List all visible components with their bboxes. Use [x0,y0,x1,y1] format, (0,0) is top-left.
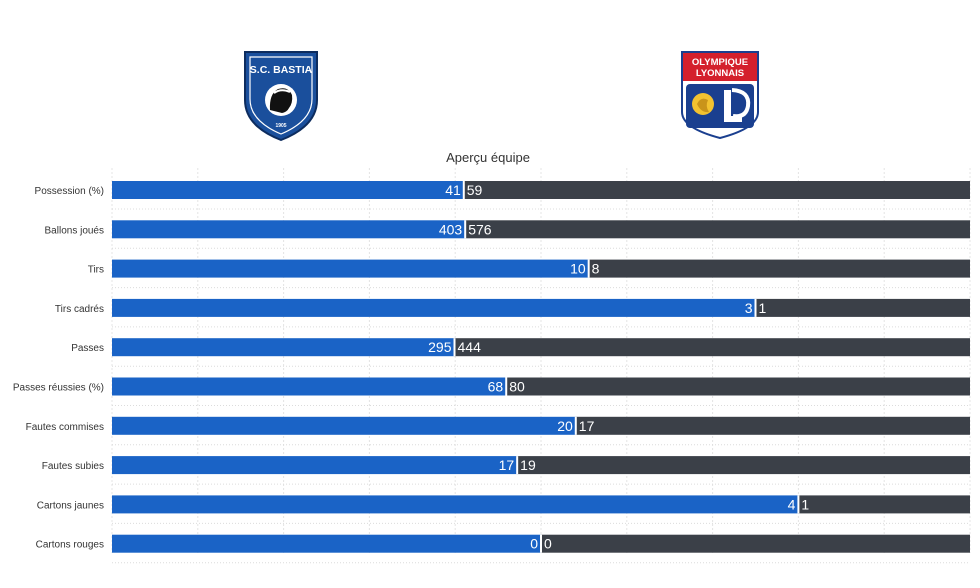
chart-title: Aperçu équipe [446,150,530,165]
value-label-away: 0 [544,536,552,552]
bar-home [112,220,466,239]
bar-home [112,298,756,317]
category-label: Tirs cadrés [55,304,104,315]
value-label-away: 444 [458,339,482,355]
bastia-crest-icon: S.C. BASTIA 1905 [244,51,318,142]
bar-home [112,181,464,199]
bar-away [465,220,970,239]
chart-bars [112,181,970,553]
value-label-home: 17 [499,457,515,473]
category-label: Cartons rouges [36,540,104,551]
bar-away [588,259,970,278]
category-label: Passes [71,343,104,354]
value-label-away: 576 [468,221,492,237]
bastia-crest-text: S.C. BASTIA [250,64,313,76]
value-label-home: 3 [745,300,753,316]
bar-away [755,298,970,317]
bastia-crest-year: 1905 [275,123,286,129]
value-label-away: 59 [467,182,483,198]
bar-home [112,377,507,396]
value-label-away: 80 [509,379,525,395]
category-label: Fautes commises [26,422,104,433]
category-label: Cartons jaunes [37,500,104,511]
category-label: Tirs [88,265,104,276]
category-label: Passes réussies (%) [13,383,104,394]
value-label-home: 10 [570,261,586,277]
bar-home [112,338,455,357]
bar-away [454,338,970,357]
value-label-away: 19 [520,457,536,473]
bar-away [798,495,970,514]
category-label: Possession (%) [35,186,104,197]
value-label-home: 295 [428,339,452,355]
bar-away [517,456,970,475]
bar-home [112,534,541,553]
category-label: Fautes subies [42,461,104,472]
value-label-home: 403 [439,221,463,237]
category-label: Ballons joués [45,225,104,236]
lyon-crest-text-2: LYONNAIS [696,68,744,79]
value-label-away: 8 [592,261,600,277]
lyon-crest-text-1: OLYMPIQUE [692,57,748,68]
bar-away [463,181,970,199]
bar-home [112,416,576,435]
value-label-home: 4 [788,496,796,512]
bar-home [112,259,589,278]
value-label-home: 41 [445,182,461,198]
bar-home [112,456,518,475]
value-label-away: 1 [801,496,809,512]
category-labels: Possession (%) Ballons joués Tirs Tirs cadr… [13,186,104,551]
bar-away [506,377,970,396]
bar-home [112,495,799,514]
value-label-home: 0 [530,536,538,552]
value-label-home: 20 [557,418,573,434]
lyon-crest-icon: OLYMPIQUE LYONNAIS [681,51,759,140]
value-label-away: 1 [759,300,767,316]
bar-away [575,416,970,435]
value-label-away: 17 [579,418,595,434]
bar-away [541,534,970,553]
value-label-home: 68 [488,379,504,395]
